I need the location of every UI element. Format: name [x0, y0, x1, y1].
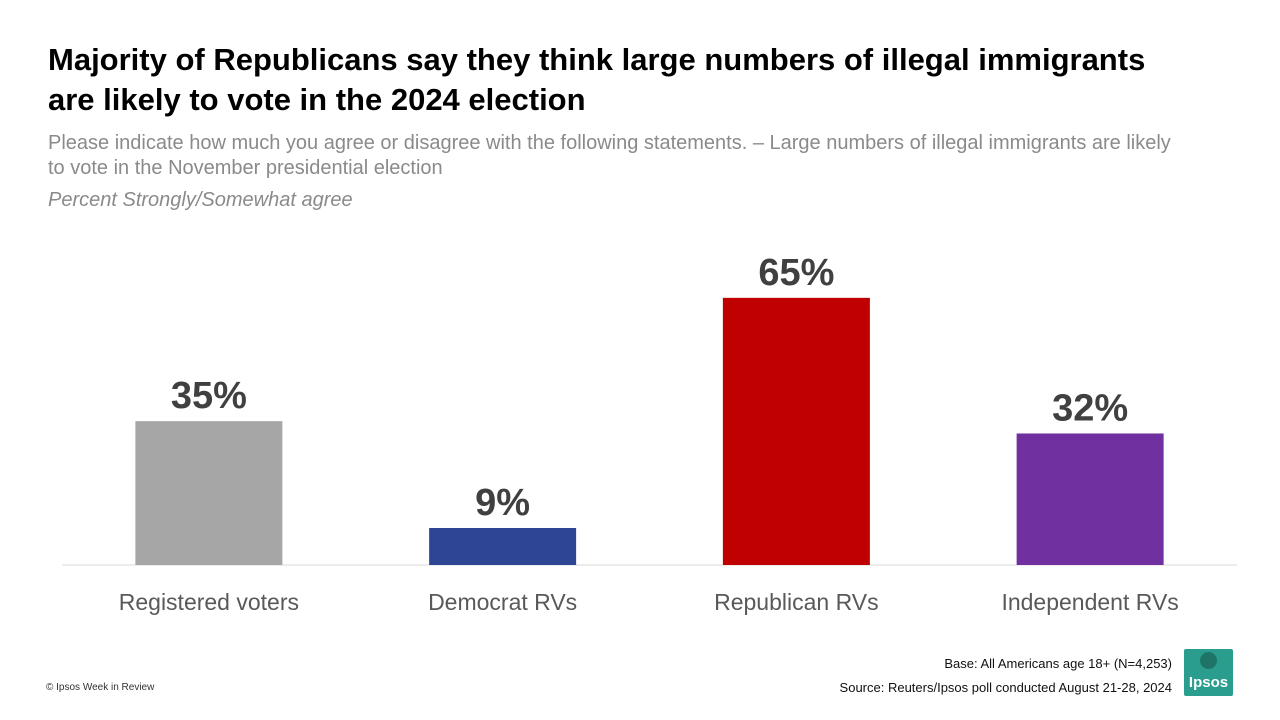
- bar-2: [722, 297, 870, 565]
- logo-wordmark: Ipsos: [1188, 674, 1229, 691]
- bar-chart: 35% Registered voters 9% Democrat RVs 65% Rep…: [62, 252, 1237, 615]
- copyright-text: © Ipsos Week in Review: [46, 682, 155, 693]
- bar-1: [429, 528, 577, 565]
- chart-subtitle: Please indicate how much you agree or di…: [48, 132, 1171, 179]
- source-note: Source: Reuters/Ipsos poll conducted Aug…: [839, 680, 1172, 695]
- ipsos-logo: Ipsos: [1184, 649, 1233, 696]
- category-label-1: Democrat RVs: [428, 589, 577, 615]
- logo-ball-icon: [1200, 652, 1217, 669]
- category-label-2: Republican RVs: [714, 589, 879, 615]
- category-label-0: Registered voters: [119, 589, 299, 615]
- base-note: Base: All Americans age 18+ (N=4,253): [944, 656, 1172, 671]
- bar-0: [135, 421, 283, 565]
- chart-note: Percent Strongly/Somewhat agree: [48, 189, 353, 211]
- chart-title: Majority of Republicans say they think l…: [48, 42, 1146, 117]
- bar-3: [1016, 433, 1164, 565]
- data-label-0: 35%: [171, 375, 247, 417]
- category-label-3: Independent RVs: [1001, 589, 1178, 615]
- data-label-1: 9%: [475, 482, 530, 524]
- data-label-2: 65%: [758, 252, 834, 294]
- data-label-3: 32%: [1052, 387, 1128, 429]
